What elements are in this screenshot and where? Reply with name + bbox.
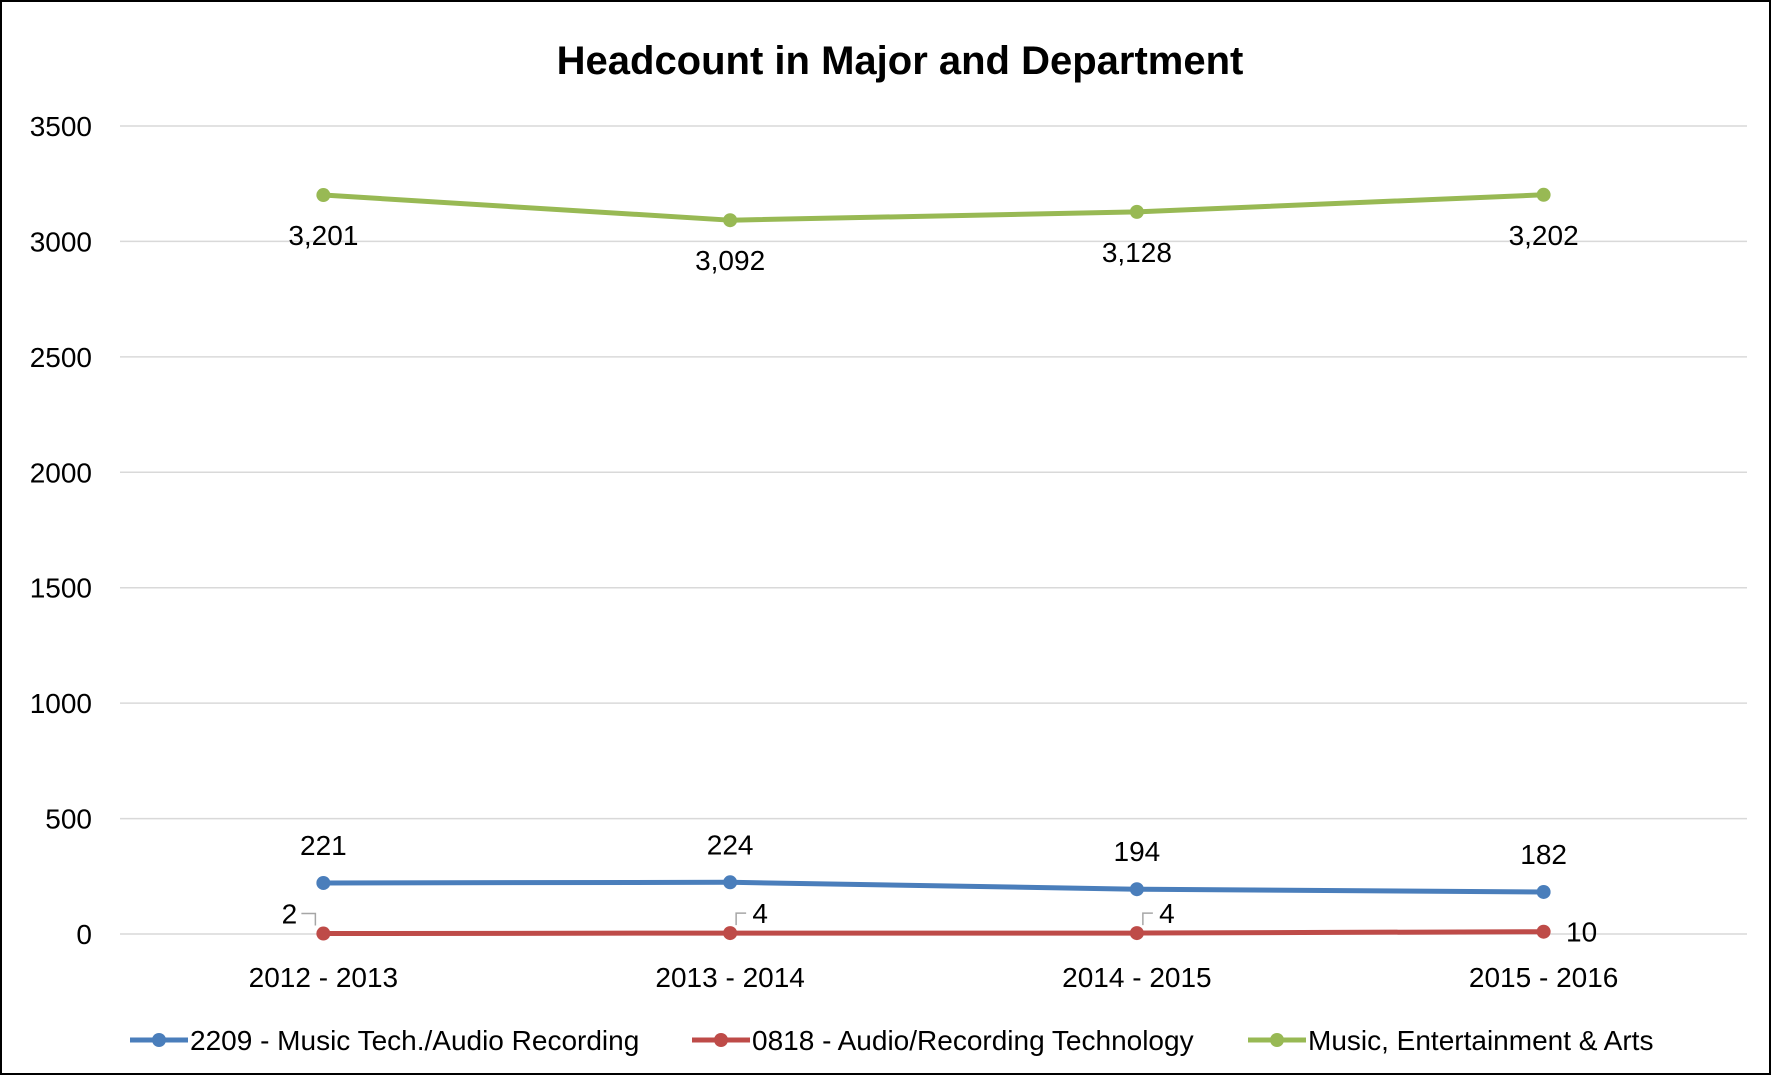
y-tick-label: 500 <box>45 804 92 835</box>
x-axis: 2012 - 2013 2013 - 2014 2014 - 2015 2015 - … <box>249 962 1619 993</box>
legend-entry: Music, Entertainment & Arts <box>1308 1025 1653 1056</box>
data-label: 4 <box>752 898 768 929</box>
data-label: 4 <box>1159 898 1175 929</box>
data-point <box>1129 926 1144 941</box>
data-label: 182 <box>1520 839 1567 870</box>
data-labels: 221 224 194 182 2 4 4 10 3,201 3,092 3,128 3,202 <box>282 220 1598 948</box>
data-label: 3,201 <box>288 220 358 251</box>
data-label: 3,128 <box>1102 237 1172 268</box>
y-tick-label: 3000 <box>30 226 92 257</box>
y-tick-label: 2500 <box>30 342 92 373</box>
series-line <box>320 929 1547 937</box>
data-point <box>1536 187 1551 202</box>
series-line <box>320 192 1547 223</box>
data-point <box>723 875 738 890</box>
x-tick-label: 2012 - 2013 <box>249 962 398 993</box>
series-group <box>316 187 1551 941</box>
data-point <box>1129 204 1144 219</box>
data-label: 224 <box>707 829 754 860</box>
data-point <box>1129 882 1144 897</box>
legend-swatch-marker <box>1270 1033 1284 1047</box>
y-tick-label: 2000 <box>30 457 92 488</box>
chart-title: Headcount in Major and Department <box>557 39 1244 83</box>
legend-entry: 0818 - Audio/Recording Technology <box>752 1025 1194 1056</box>
legend: 2209 - Music Tech./Audio Recording 0818 -… <box>130 1025 1653 1056</box>
data-label: 3,092 <box>695 245 765 276</box>
data-point <box>723 926 738 941</box>
series-line <box>320 879 1547 895</box>
label-leader-line <box>1142 912 1153 926</box>
data-point <box>1536 884 1551 899</box>
y-tick-label: 1000 <box>30 688 92 719</box>
legend-entry: 2209 - Music Tech./Audio Recording <box>190 1025 639 1056</box>
data-point <box>723 213 738 228</box>
data-point <box>316 875 331 890</box>
data-label: 194 <box>1114 836 1161 867</box>
data-label: 3,202 <box>1509 220 1579 251</box>
data-point <box>316 926 331 941</box>
y-tick-label: 0 <box>76 919 92 950</box>
y-tick-label: 1500 <box>30 573 92 604</box>
label-leader-line <box>735 912 747 926</box>
legend-swatch-marker <box>152 1033 166 1047</box>
data-label: 10 <box>1566 917 1597 948</box>
x-tick-label: 2013 - 2014 <box>655 962 804 993</box>
data-point <box>316 188 331 203</box>
data-label: 2 <box>282 899 298 930</box>
data-label: 221 <box>300 830 347 861</box>
data-point <box>1536 924 1551 939</box>
x-tick-label: 2015 - 2016 <box>1469 962 1618 993</box>
legend-swatch-marker <box>714 1033 728 1047</box>
label-leader-line <box>301 912 317 926</box>
gridlines <box>120 125 1747 935</box>
y-tick-label: 3500 <box>30 111 92 142</box>
x-tick-label: 2014 - 2015 <box>1062 962 1211 993</box>
y-axis: 0 500 1000 1500 2000 2500 3000 3500 <box>30 111 92 950</box>
